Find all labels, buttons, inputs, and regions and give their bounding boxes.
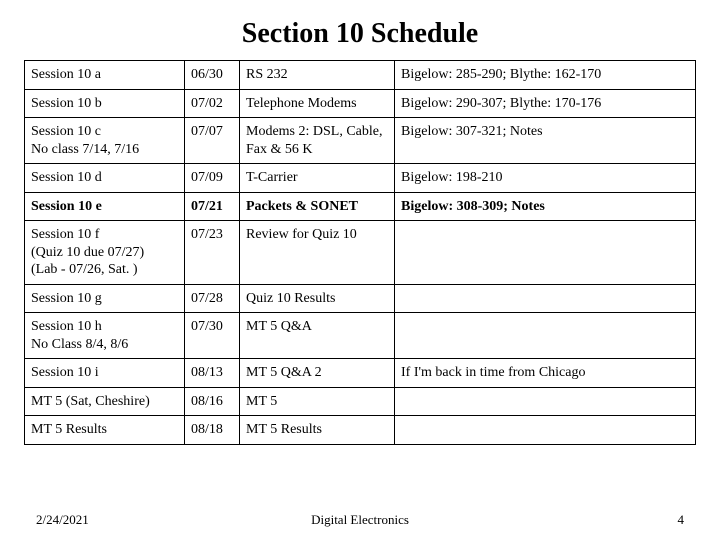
cell-topic: MT 5 Results <box>240 416 395 445</box>
table-row: Session 10 i08/13MT 5 Q&A 2If I'm back i… <box>25 359 696 388</box>
cell-session: MT 5 Results <box>25 416 185 445</box>
table-row: MT 5 Results08/18MT 5 Results <box>25 416 696 445</box>
cell-reading <box>395 313 696 359</box>
footer-page-number: 4 <box>678 512 685 528</box>
schedule-table-body: Session 10 a06/30RS 232Bigelow: 285-290;… <box>25 61 696 445</box>
table-row: Session 10 a06/30RS 232Bigelow: 285-290;… <box>25 61 696 90</box>
page-title: Section 10 Schedule <box>24 18 696 50</box>
cell-topic: MT 5 Q&A 2 <box>240 359 395 388</box>
cell-session: Session 10 g <box>25 284 185 313</box>
cell-date: 07/28 <box>185 284 240 313</box>
table-row: Session 10 e07/21Packets & SONETBigelow:… <box>25 192 696 221</box>
cell-topic: Review for Quiz 10 <box>240 221 395 285</box>
cell-date: 08/13 <box>185 359 240 388</box>
cell-session: Session 10 d <box>25 164 185 193</box>
schedule-table: Session 10 a06/30RS 232Bigelow: 285-290;… <box>24 60 696 445</box>
cell-date: 07/21 <box>185 192 240 221</box>
footer-date: 2/24/2021 <box>36 512 89 528</box>
cell-reading: Bigelow: 285-290; Blythe: 162-170 <box>395 61 696 90</box>
cell-date: 07/07 <box>185 118 240 164</box>
cell-session: Session 10 i <box>25 359 185 388</box>
cell-topic: MT 5 <box>240 387 395 416</box>
cell-session: Session 10 hNo Class 8/4, 8/6 <box>25 313 185 359</box>
cell-date: 07/23 <box>185 221 240 285</box>
cell-date: 07/09 <box>185 164 240 193</box>
cell-topic: RS 232 <box>240 61 395 90</box>
table-row: Session 10 hNo Class 8/4, 8/607/30MT 5 Q… <box>25 313 696 359</box>
cell-session: Session 10 a <box>25 61 185 90</box>
cell-reading: Bigelow: 307-321; Notes <box>395 118 696 164</box>
table-row: Session 10 b07/02Telephone ModemsBigelow… <box>25 89 696 118</box>
cell-reading: Bigelow: 198-210 <box>395 164 696 193</box>
cell-session: Session 10 f(Quiz 10 due 07/27)(Lab - 07… <box>25 221 185 285</box>
cell-reading: Bigelow: 290-307; Blythe: 170-176 <box>395 89 696 118</box>
cell-reading <box>395 387 696 416</box>
cell-date: 07/02 <box>185 89 240 118</box>
footer-title: Digital Electronics <box>311 512 409 528</box>
cell-topic: MT 5 Q&A <box>240 313 395 359</box>
cell-session: Session 10 e <box>25 192 185 221</box>
cell-date: 08/16 <box>185 387 240 416</box>
cell-topic: Telephone Modems <box>240 89 395 118</box>
table-row: Session 10 d07/09T-CarrierBigelow: 198-2… <box>25 164 696 193</box>
cell-date: 08/18 <box>185 416 240 445</box>
cell-session: Session 10 cNo class 7/14, 7/16 <box>25 118 185 164</box>
cell-reading: If I'm back in time from Chicago <box>395 359 696 388</box>
cell-topic: Quiz 10 Results <box>240 284 395 313</box>
cell-topic: Modems 2: DSL, Cable, Fax & 56 K <box>240 118 395 164</box>
cell-reading <box>395 221 696 285</box>
slide-page: Section 10 Schedule Session 10 a06/30RS … <box>0 0 720 445</box>
cell-date: 06/30 <box>185 61 240 90</box>
cell-topic: Packets & SONET <box>240 192 395 221</box>
footer: 2/24/2021 Digital Electronics 4 <box>0 512 720 528</box>
cell-session: MT 5 (Sat, Cheshire) <box>25 387 185 416</box>
table-row: Session 10 cNo class 7/14, 7/1607/07Mode… <box>25 118 696 164</box>
table-row: Session 10 f(Quiz 10 due 07/27)(Lab - 07… <box>25 221 696 285</box>
cell-topic: T-Carrier <box>240 164 395 193</box>
cell-reading <box>395 284 696 313</box>
cell-session: Session 10 b <box>25 89 185 118</box>
cell-reading <box>395 416 696 445</box>
cell-reading: Bigelow: 308-309; Notes <box>395 192 696 221</box>
table-row: Session 10 g07/28Quiz 10 Results <box>25 284 696 313</box>
table-row: MT 5 (Sat, Cheshire)08/16MT 5 <box>25 387 696 416</box>
cell-date: 07/30 <box>185 313 240 359</box>
